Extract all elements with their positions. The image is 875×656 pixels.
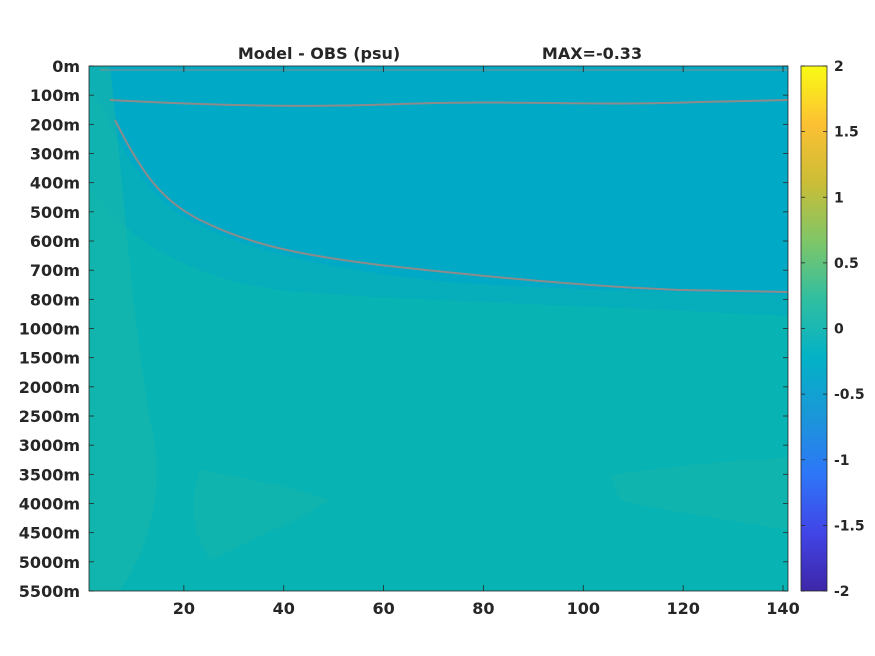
colorbar-tick-label: -1.5: [834, 518, 865, 534]
y-tick-label: 200m: [30, 115, 80, 134]
colorbar-tick-label: 1.5: [834, 125, 859, 141]
y-tick-label: 4500m: [19, 524, 80, 543]
chart-title: Model - OBS (psu): [238, 44, 400, 63]
x-axis: 20 40 60 80 100 120 140: [173, 66, 800, 618]
y-tick-label: 3500m: [19, 465, 80, 484]
y-tick-label: 3000m: [19, 436, 80, 455]
colorbar-tick-label: -1: [834, 453, 850, 469]
x-tick-label: 100: [567, 599, 600, 618]
y-tick-label: 1000m: [19, 320, 80, 339]
colorbar-tick-label: 2: [834, 59, 844, 75]
y-tick-label: 500m: [30, 203, 80, 222]
y-tick-label: 400m: [30, 174, 80, 193]
plot-area: [89, 66, 788, 591]
y-tick-label: 600m: [30, 232, 80, 251]
y-tick-label: 800m: [30, 290, 80, 309]
x-tick-label: 20: [173, 599, 195, 618]
y-tick-label: 4000m: [19, 495, 80, 514]
y-tick-label: 5000m: [19, 553, 80, 572]
x-tick-label: 60: [372, 599, 394, 618]
y-tick-label: 1500m: [19, 349, 80, 368]
colorbar-tick-label: 0.5: [834, 256, 859, 272]
y-tick-label: 700m: [30, 261, 80, 280]
y-tick-label: 2500m: [19, 407, 80, 426]
y-axis: 0m 100m 200m 300m 400m 500m 600m 700m 800m 1000m 1…: [19, 57, 788, 601]
x-tick-label: 40: [273, 599, 295, 618]
y-tick-label: 5500m: [19, 582, 80, 601]
x-tick-label: 80: [472, 599, 494, 618]
x-tick-label: 140: [766, 599, 799, 618]
contour-line-lower: [114, 119, 788, 293]
y-tick-label: 0m: [52, 57, 80, 76]
deep-water-patch: [193, 470, 330, 560]
y-tick-label: 2000m: [19, 378, 80, 397]
colorbar-tick-label: -0.5: [834, 387, 865, 403]
y-tick-label: 300m: [30, 145, 80, 164]
contour-line-upper: [109, 99, 788, 107]
colorbar-tick-label: -2: [834, 584, 850, 600]
colorbar-tick-label: 1: [834, 190, 844, 206]
x-tick-label: 120: [666, 599, 699, 618]
upper-field: [89, 66, 788, 295]
y-tick-label: 100m: [30, 86, 80, 105]
western-boundary-plume: [89, 66, 157, 591]
colorbar-ticks: 2 1.5 1 0.5 0 -0.5 -1 -1.5 -2: [801, 59, 865, 600]
colorbar-tick-label: 0: [834, 322, 844, 338]
deep-water-patch: [610, 458, 788, 530]
max-annotation: MAX=-0.33: [542, 44, 642, 63]
